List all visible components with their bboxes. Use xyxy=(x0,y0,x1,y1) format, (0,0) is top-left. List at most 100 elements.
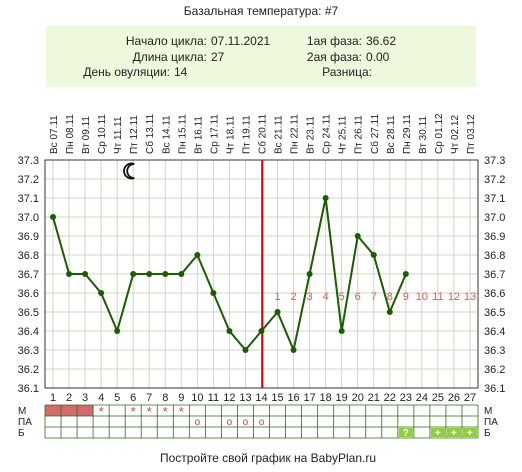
x-tick-label: 20 xyxy=(352,392,364,404)
cycle-start-value: 07.11.2021 xyxy=(211,34,270,48)
x-tick-label: 4 xyxy=(98,392,104,404)
temperature-point xyxy=(178,271,185,277)
x-tick-label: 12 xyxy=(223,392,235,404)
x-tick-label: 17 xyxy=(303,392,315,404)
x-tick-label: 22 xyxy=(384,392,396,404)
temperature-point xyxy=(274,309,281,315)
temperature-point xyxy=(290,347,297,353)
temperature-point xyxy=(114,328,121,334)
date-label: Вс 28.11 xyxy=(386,115,397,154)
post-ovulation-counter: 5 xyxy=(339,291,345,303)
x-tick-label: 14 xyxy=(255,392,267,404)
date-label: Ср 10.11 xyxy=(97,114,108,154)
x-tick-label: 8 xyxy=(162,392,168,404)
temperature-point xyxy=(162,271,169,277)
y-tick-label-left: 36.6 xyxy=(18,288,39,300)
date-label: Сб 13.11 xyxy=(144,114,156,154)
row-mark: o xyxy=(243,417,249,428)
temperature-point xyxy=(354,233,361,239)
post-ovulation-counter: 11 xyxy=(432,291,443,303)
row-mark: + xyxy=(435,428,441,439)
date-label: Вс 21.11 xyxy=(274,115,285,154)
cycle-length-label: Длина цикла: xyxy=(133,50,207,64)
date-label: Вт 30.11 xyxy=(418,116,429,154)
x-tick-label: 25 xyxy=(432,392,444,404)
temperature-point xyxy=(306,271,313,277)
footer-text: Постройте свой график на BabyPlan.ru xyxy=(160,451,376,465)
x-tick-label: 18 xyxy=(320,392,332,404)
temperature-point xyxy=(386,309,393,315)
post-ovulation-counters: 1 2 3 4 5 6 7 8 9 10 11 12 13 xyxy=(274,291,476,303)
x-tick-label: 16 xyxy=(287,392,299,404)
y-tick-label-left: 37.0 xyxy=(18,212,39,224)
temperature-point xyxy=(194,252,201,258)
temperature-point xyxy=(66,271,73,277)
y-tick-label-right: 36.1 xyxy=(484,383,505,395)
row-mark: + xyxy=(451,428,457,439)
x-tick-label: 26 xyxy=(448,392,460,404)
y-tick-label-right: 36.9 xyxy=(484,231,505,243)
moon-icon xyxy=(123,162,135,180)
row-label-left: ПА xyxy=(18,417,32,428)
row-mark: o xyxy=(195,417,201,428)
post-ovulation-counter: 12 xyxy=(448,291,460,303)
y-tick-label-right: 36.6 xyxy=(484,288,505,300)
x-tick-label: 10 xyxy=(191,392,203,404)
date-label: Пн 22.11 xyxy=(290,114,301,154)
y-tick-label-right: 36.3 xyxy=(484,345,505,357)
y-tick-label-left: 37.1 xyxy=(18,193,39,205)
row-mark: + xyxy=(467,428,473,439)
date-labels: Вс 07.11 Пн 08.11 Вт 09.11 Ср 10.11 Чт 11.11… xyxy=(49,113,477,154)
temperature-point xyxy=(258,328,265,334)
row-mark: * xyxy=(179,404,184,419)
x-tick-label: 9 xyxy=(178,392,184,404)
phase2-value: 0.00 xyxy=(366,50,390,64)
chart-title: Базальная температура: #7 xyxy=(184,4,339,18)
x-tick-label: 7 xyxy=(146,392,152,404)
date-label: Вт 16.11 xyxy=(193,116,204,154)
y-tick-label-left: 36.5 xyxy=(18,307,39,319)
date-label: Чт 02.12 xyxy=(450,115,461,154)
temperature-point xyxy=(82,271,89,277)
x-tick-label: 21 xyxy=(368,392,380,404)
y-tick-label-right: 36.7 xyxy=(484,269,505,281)
date-label: Чт 25.11 xyxy=(338,115,349,154)
y-tick-label-left: 36.4 xyxy=(18,326,39,338)
phase1-label: 1ая фаза: xyxy=(307,34,362,48)
date-label: Ср 17.11 xyxy=(209,114,220,154)
y-tick-label-left: 36.3 xyxy=(18,345,39,357)
row-label-right: М xyxy=(484,406,492,417)
menses-cell xyxy=(61,405,78,416)
temperature-point xyxy=(322,195,329,201)
y-axis-labels: 36.1 36.1 36.2 36.2 36.3 36.3 36.4 36.4 36.5 36.5… xyxy=(18,155,506,395)
temperature-point xyxy=(242,347,249,353)
date-label: Сб 27.11 xyxy=(369,114,381,154)
post-ovulation-counter: 1 xyxy=(274,291,280,303)
cycle-length-value: 27 xyxy=(211,50,225,64)
date-label: Пн 29.11 xyxy=(402,114,413,154)
cycle-start-label: Начало цикла: xyxy=(126,34,207,48)
b-mark-cell xyxy=(446,428,461,437)
phase2-label: 2ая фаза: xyxy=(307,50,362,64)
y-tick-label-right: 37.0 xyxy=(484,212,505,224)
row-label-right: Б xyxy=(484,428,491,439)
post-ovulation-counter: 7 xyxy=(371,291,377,303)
date-label: Ср 01.12 xyxy=(434,113,445,154)
info-box xyxy=(46,26,476,87)
date-label: Пт 26.11 xyxy=(354,115,365,154)
row-mark: * xyxy=(163,404,168,419)
date-label: Сб 20.11 xyxy=(257,114,269,154)
y-tick-label-right: 36.4 xyxy=(484,326,505,338)
x-tick-label: 23 xyxy=(400,392,412,404)
temperature-point xyxy=(130,271,137,277)
date-label: Пт 03.12 xyxy=(466,114,477,154)
temperature-point xyxy=(50,214,57,220)
row-mark: * xyxy=(99,404,104,419)
ovulation-day-label: День овуляции: xyxy=(83,65,170,79)
y-tick-label-left: 36.7 xyxy=(18,269,39,281)
y-tick-label-right: 37.2 xyxy=(484,174,505,186)
row-mark: * xyxy=(147,404,152,419)
post-ovulation-counter: 8 xyxy=(387,291,393,303)
x-tick-label: 2 xyxy=(66,392,72,404)
